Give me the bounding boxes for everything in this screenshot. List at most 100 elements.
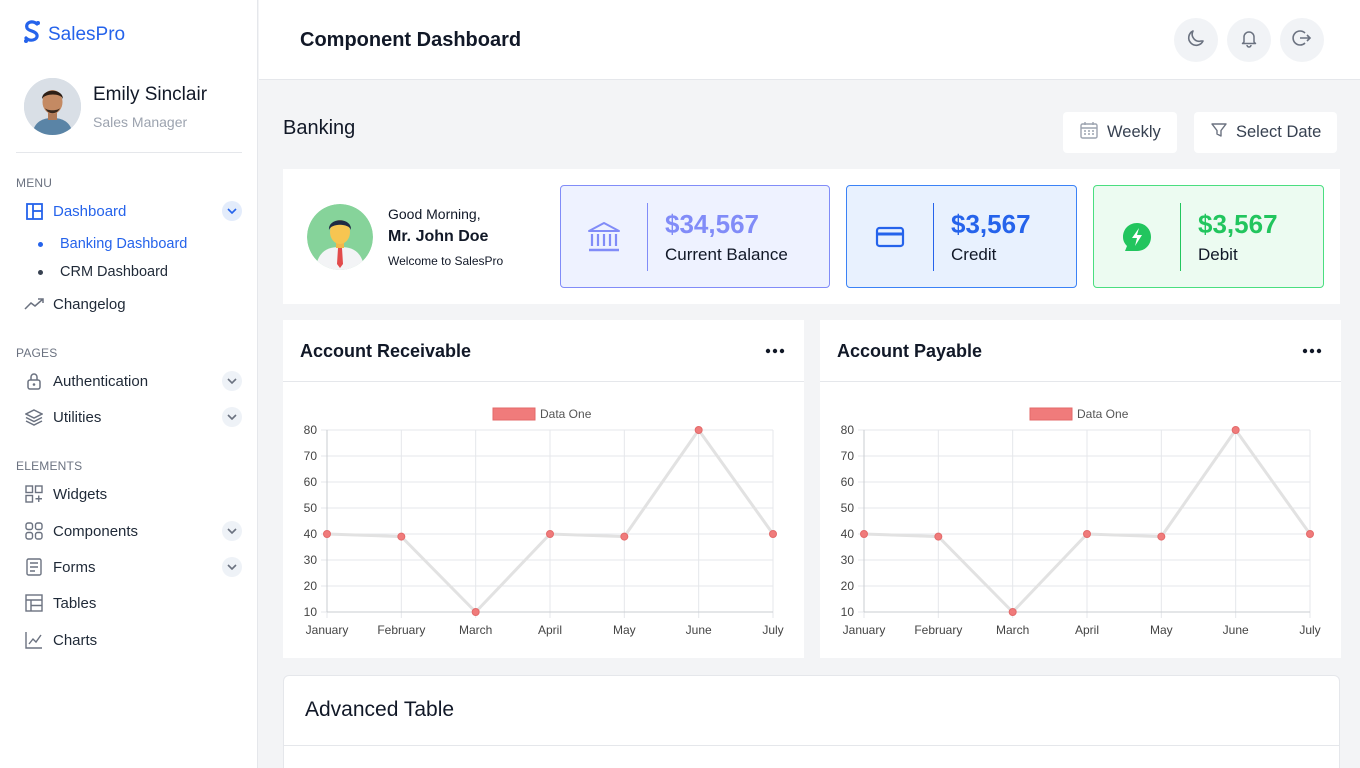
avatar [24,78,81,135]
data-point [1231,426,1240,434]
y-tick-label: 60 [304,475,318,489]
weekly-button[interactable]: Weekly [1063,112,1177,153]
x-tick-label: March [996,623,1029,637]
sidebar-item-label: Tables [53,594,97,612]
charts-icon [24,630,44,650]
sidebar-subitem-banking-dashboard[interactable]: Banking Dashboard [38,236,187,252]
greeting-name: Mr. John Doe [388,228,489,245]
select-date-label: Select Date [1236,123,1322,141]
chevron-down-icon[interactable] [222,521,242,541]
more-options-icon[interactable] [764,344,786,358]
top-header: Component Dashboard [259,0,1360,80]
moon-icon [1186,28,1206,53]
stat-divider [1180,202,1181,271]
more-options-icon[interactable] [1301,344,1323,358]
data-point [1083,530,1091,538]
chevron-down-icon[interactable] [222,371,242,391]
stat-value: $34,567 [665,208,759,239]
data-point [323,530,331,538]
chart-title: Account Receivable [300,341,472,361]
sidebar-item-widgets[interactable]: Widgets [24,481,242,507]
trend-icon [24,294,44,314]
chevron-down-icon[interactable] [222,201,242,221]
sidebar-item-authentication[interactable]: Authentication [24,368,242,394]
bullet-icon [38,241,43,247]
chevron-down-icon[interactable] [222,407,242,427]
credit-card-icon [847,186,933,287]
x-tick-label: July [762,623,783,637]
y-tick-label: 30 [304,553,318,567]
y-tick-label: 50 [841,501,855,515]
user-profile[interactable]: Emily Sinclair Sales Manager [24,78,207,135]
stat-label: Credit [951,244,997,264]
forms-icon [24,557,44,577]
sidebar-item-forms[interactable]: Forms [24,554,242,580]
brand-name: SalesPro [48,23,126,45]
greeting-text: Good Morning, [388,206,481,222]
y-tick-label: 60 [841,475,855,489]
legend-label: Data One [1077,407,1129,421]
select-date-button[interactable]: Select Date [1194,112,1338,153]
y-tick-label: 10 [304,605,318,619]
stat-label: Current Balance [665,244,788,264]
y-tick-label: 50 [304,501,318,515]
x-tick-label: February [377,623,425,637]
theme-toggle-button[interactable] [1174,18,1218,62]
card-divider [284,745,1339,746]
greeting-message: Welcome to SalesPro [388,254,504,268]
data-point [934,532,943,541]
x-tick-label: February [914,623,962,637]
menu-section-label: MENU [16,176,53,190]
sidebar-item-charts[interactable]: Charts [24,627,242,653]
sidebar-item-tables[interactable]: Tables [24,590,242,616]
stat-card-current-balance[interactable]: $34,567 Current Balance [560,185,830,288]
sidebar-item-label: Widgets [53,485,108,503]
stat-value: $3,567 [951,208,1031,239]
sidebar-item-dashboard[interactable]: Dashboard [24,198,242,224]
stat-label: Debit [1198,244,1238,264]
x-tick-label: April [538,623,562,637]
y-tick-label: 40 [304,527,318,541]
logout-icon [1292,28,1312,53]
stat-divider [647,202,648,271]
x-tick-label: March [459,623,492,637]
sidebar-item-label: Dashboard [53,202,127,220]
sidebar-divider [16,152,242,153]
legend-swatch [492,407,536,421]
stat-divider [933,202,934,271]
bank-icon [561,186,647,287]
line-chart-receivable: Data One 10 20 30 40 50 60 70 80 January February M… [304,407,784,637]
notifications-button[interactable] [1227,18,1271,62]
chart-title: Account Payable [837,341,983,361]
data-point [769,530,777,538]
lightning-icon [1094,186,1180,287]
sidebar-subitem-label: CRM Dashboard [60,264,168,280]
sidebar-subitem-crm-dashboard[interactable]: CRM Dashboard [38,264,168,280]
sidebar-item-utilities[interactable]: Utilities [24,404,242,430]
y-tick-label: 20 [304,579,318,593]
sidebar-item-changelog[interactable]: Changelog [24,291,242,317]
chart-card-receivable: Account Receivable Data One 10 20 30 40 50 60 7… [283,320,804,658]
x-tick-label: June [686,623,712,637]
filter-icon [1210,121,1228,144]
stat-card-credit[interactable]: $3,567 Credit [846,185,1077,288]
sidebar-item-components[interactable]: Components [24,518,242,544]
brand-logo[interactable]: SalesPro [22,20,125,49]
x-tick-label: July [1299,623,1320,637]
advanced-table-card: Advanced Table [283,675,1340,768]
logout-button[interactable] [1280,18,1324,62]
legend-swatch [1029,407,1073,421]
x-tick-label: April [1075,623,1099,637]
x-tick-label: May [613,623,636,637]
stat-card-debit[interactable]: $3,567 Debit [1093,185,1324,288]
data-point [1008,608,1017,616]
sidebar-subitem-label: Banking Dashboard [60,236,188,252]
sidebar-item-label: Forms [53,558,96,576]
data-point [694,426,703,434]
logo-icon [22,20,42,49]
table-title: Advanced Table [305,698,455,721]
legend-label: Data One [540,407,592,421]
x-tick-label: January [306,623,349,637]
sidebar: SalesPro Emily Sinclair Sales Manager ME… [0,0,258,768]
chevron-down-icon[interactable] [222,557,242,577]
